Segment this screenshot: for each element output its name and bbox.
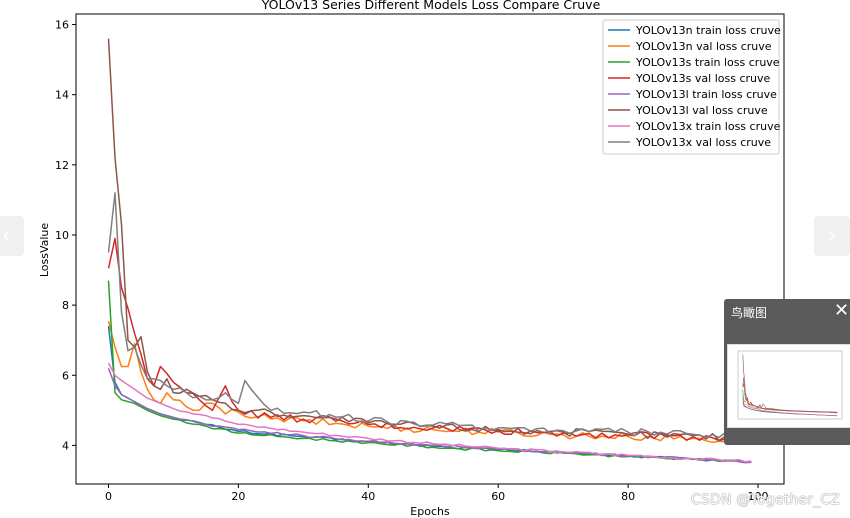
series-line-yolov13x-train-loss-cruve [107,362,752,463]
series-line-yolov13s-val-loss-cruve [107,237,752,442]
x-tick-label: 0 [105,490,112,503]
minimap-series-line [742,383,838,413]
legend-box [602,19,780,155]
legend-label: YOLOv13n train loss cruve [635,24,781,37]
minimap-series-line [742,376,838,413]
legend-label: YOLOv13s val loss cruve [635,72,771,85]
series-line-yolov13n-train-loss-cruve [107,326,752,463]
y-tick-label: 16 [55,19,69,32]
legend-label: YOLOv13l train loss cruve [635,88,777,101]
y-tick-label: 14 [55,89,69,102]
close-icon[interactable]: ✕ [834,300,850,321]
minimap-chart-thumbnail [737,350,843,420]
minimap-frame [737,350,843,420]
chevron-right-icon: › [827,223,837,249]
legend-label: YOLOv13l val loss cruve [635,104,768,117]
minimap-series-line [742,354,838,413]
x-tick-label: 80 [621,490,635,503]
minimap-panel: 鸟瞰图 ✕ [724,299,850,445]
x-tick-label: 20 [231,490,245,503]
y-axis-label: LossValue [38,223,51,278]
y-tick-label: 4 [62,439,69,452]
plot-frame [75,13,785,485]
x-tick-label: 40 [361,490,375,503]
plot-area [107,38,752,464]
y-tick-label: 10 [55,229,69,242]
minimap-series-line [742,396,838,416]
legend-label: YOLOv13x train loss cruve [635,120,781,133]
legend-label: YOLOv13n val loss cruve [635,40,772,53]
axes: 0 20 40 60 80 100 4 6 8 10 12 14 16 [55,19,769,503]
y-tick-label: 8 [62,299,69,312]
x-tick-label: 100 [748,490,769,503]
y-tick-label: 6 [62,369,69,382]
minimap-series-line [742,401,838,416]
chevron-left-icon: ‹ [1,223,11,249]
legend-label: YOLOv13s train loss cruve [635,56,780,69]
x-tick-label: 60 [491,490,505,503]
series-line-yolov13x-val-loss-cruve [107,192,752,439]
prev-arrow-button[interactable]: ‹ [0,216,24,256]
x-axis-label: Epochs [410,505,450,518]
y-tick-label: 12 [55,159,69,172]
minimap-title: 鸟瞰图 [731,306,768,320]
legend: YOLOv13n train loss cruve YOLOv13n val lo… [602,19,781,155]
chart-title: YOLOv13 Series Different Models Loss Com… [261,0,601,12]
next-arrow-button[interactable]: › [814,216,850,256]
watermark: CSDN @Together_CZ [691,492,841,508]
legend-label: YOLOv13x val loss cruve [635,136,771,149]
minimap-thumbnail[interactable] [727,344,850,428]
